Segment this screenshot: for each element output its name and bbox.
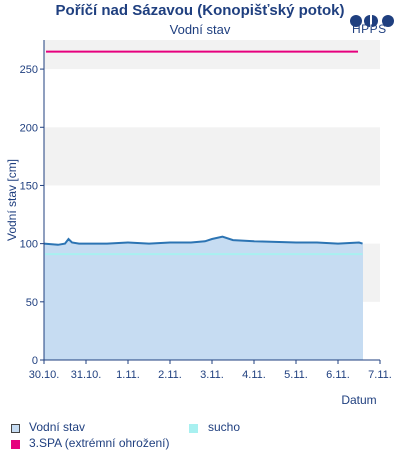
- y-axis-ticks: 0 50 100 150 200 250: [20, 64, 44, 367]
- legend-swatch-sucho: [189, 424, 198, 433]
- x-axis-ticks: 30.10. 31.10. 1.11. 2.11. 3.11. 4.11. 5.11. 6.1…: [29, 360, 392, 381]
- grid-band: [44, 40, 380, 70]
- y-tick-label: 250: [20, 64, 38, 76]
- chart-subtitle: Vodní stav: [169, 22, 231, 37]
- x-tick-label: 7.11.: [368, 369, 392, 381]
- x-tick-label: 3.11.: [200, 369, 224, 381]
- x-tick-label: 31.10.: [71, 369, 102, 381]
- x-tick-label: 5.11.: [284, 369, 308, 381]
- x-tick-label: 30.10.: [29, 369, 60, 381]
- hpps-logo-icon: [350, 15, 394, 27]
- x-axis-label: Datum: [341, 393, 376, 407]
- y-tick-label: 100: [20, 239, 38, 251]
- y-tick-label: 0: [32, 355, 38, 367]
- legend-swatch-vodni-stav: [11, 424, 20, 433]
- chart-title: Poříčí nad Sázavou (Konopišťský potok): [55, 2, 345, 19]
- y-tick-label: 150: [20, 180, 38, 192]
- legend-label-3spa: 3.SPA (extrémní ohrožení): [29, 436, 170, 450]
- grid-band: [44, 127, 380, 186]
- x-tick-label: 1.11.: [116, 369, 140, 381]
- series-area-vodni-stav: [43, 236, 363, 361]
- y-tick-label: 50: [26, 297, 38, 309]
- series-line-vodni-stav: [43, 235, 363, 246]
- x-tick-label: 6.11.: [326, 369, 350, 381]
- y-tick-label: 200: [20, 122, 38, 134]
- logo-text: HPPS: [352, 22, 387, 36]
- legend-label-vodni-stav: Vodní stav: [29, 420, 86, 434]
- legend-label-sucho: sucho: [208, 420, 241, 434]
- y-axis-label: Vodní stav [cm]: [5, 159, 19, 241]
- x-tick-label: 2.11.: [158, 369, 182, 381]
- x-tick-label: 4.11.: [242, 369, 266, 381]
- legend-swatch-3spa: [11, 440, 20, 449]
